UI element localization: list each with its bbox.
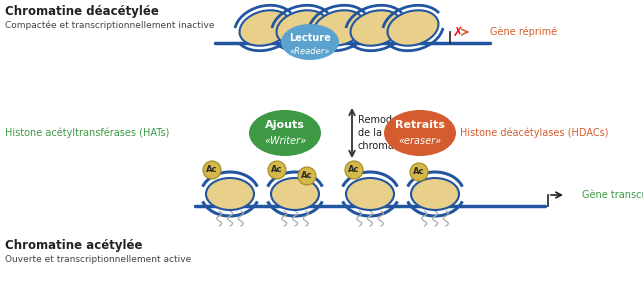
Ellipse shape [388, 10, 439, 46]
Ellipse shape [346, 178, 394, 210]
Ellipse shape [411, 178, 459, 210]
Text: Ouverte et transcriptionnellement active: Ouverte et transcriptionnellement active [5, 255, 191, 263]
Text: Chromatine déacétylée: Chromatine déacétylée [5, 5, 159, 18]
Text: Chromatine acétylée: Chromatine acétylée [5, 238, 143, 252]
Ellipse shape [276, 10, 327, 46]
Ellipse shape [239, 10, 291, 46]
Circle shape [345, 161, 363, 179]
Ellipse shape [249, 110, 321, 156]
Circle shape [298, 167, 316, 185]
Text: Gène réprimé: Gène réprimé [490, 27, 557, 37]
Ellipse shape [384, 110, 456, 156]
Text: Ac: Ac [302, 172, 312, 181]
Circle shape [268, 161, 286, 179]
Text: Ajouts: Ajouts [265, 120, 305, 130]
Text: Compactée et transcriptionnellement inactive: Compactée et transcriptionnellement inac… [5, 20, 215, 30]
Text: Ac: Ac [271, 166, 283, 175]
Text: Remodelage
de la
chromatine: Remodelage de la chromatine [358, 115, 419, 151]
Text: Ac: Ac [349, 166, 359, 175]
Text: Gène transcrit: Gène transcrit [582, 190, 643, 200]
Text: Retraits: Retraits [395, 120, 445, 130]
Circle shape [410, 163, 428, 181]
Text: Ac: Ac [206, 166, 218, 175]
Ellipse shape [281, 24, 339, 60]
Text: ✗: ✗ [453, 26, 463, 39]
Ellipse shape [314, 10, 365, 46]
Circle shape [203, 161, 221, 179]
Ellipse shape [350, 10, 401, 46]
Text: Lecture: Lecture [289, 33, 331, 43]
Ellipse shape [271, 178, 319, 210]
Text: «Reader»: «Reader» [290, 48, 331, 57]
Text: Ac: Ac [413, 167, 425, 176]
Text: Histone acétyltransférases (HATs): Histone acétyltransférases (HATs) [5, 128, 169, 138]
Text: «eraser»: «eraser» [399, 136, 442, 146]
Text: Histone déacétylases (HDACs): Histone déacétylases (HDACs) [460, 128, 608, 138]
Text: «Writer»: «Writer» [264, 136, 306, 146]
Ellipse shape [206, 178, 254, 210]
